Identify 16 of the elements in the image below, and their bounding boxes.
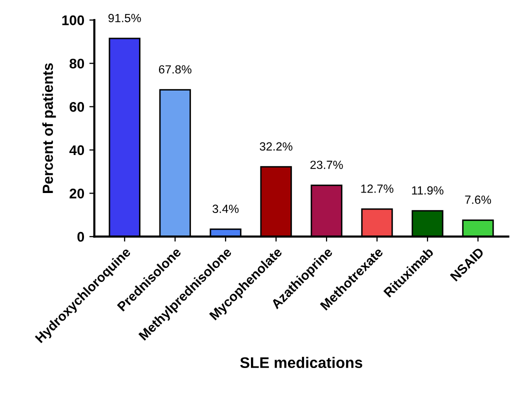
y-tick-label: 80 [70,58,84,69]
data-label: 23.7% [310,160,343,170]
y-axis-title: Percent of patients [42,63,56,193]
data-label: 91.5% [108,14,141,22]
x-axis-title: SLE medications [240,356,362,368]
y-tick-label: 100 [62,15,84,26]
data-label: 11.9% [412,186,444,195]
y-tick-label: 20 [70,188,84,198]
y-tick-label: 0 [77,232,84,242]
data-label: 7.6% [465,196,492,204]
data-label: 12.7% [361,184,394,193]
y-tick-label: 40 [69,145,84,156]
data-label: 67.8% [158,65,192,74]
data-label: 3.4% [212,204,239,214]
y-tick-label: 60 [70,102,84,112]
data-label: 32.2% [260,142,292,151]
